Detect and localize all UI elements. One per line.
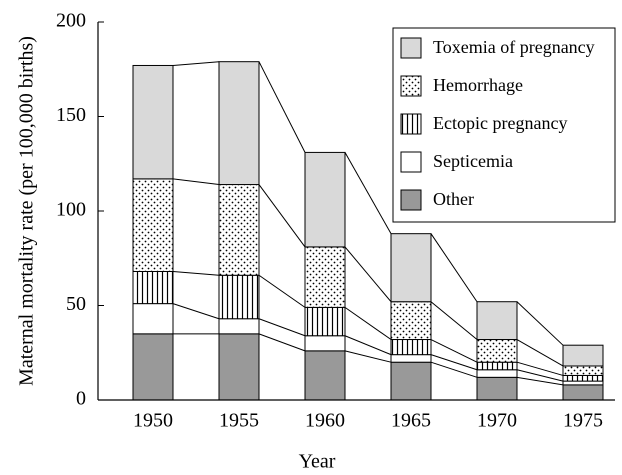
y-tick-label: 50 [66, 293, 86, 315]
connector [516, 361, 564, 376]
connector [172, 303, 220, 320]
connector [344, 335, 392, 356]
bar-segment [562, 380, 604, 386]
connector [258, 318, 306, 337]
connector [258, 184, 306, 248]
connector [172, 270, 220, 276]
y-tick-label: 100 [56, 199, 86, 221]
bar-segment [132, 270, 174, 305]
x-axis-label: Year [299, 451, 336, 473]
legend-label: Toxemia of pregnancy [433, 37, 595, 57]
y-tick-label: 150 [56, 104, 86, 126]
legend-swatch [400, 113, 422, 135]
bar-segment [390, 233, 432, 303]
bar-segment [476, 339, 518, 363]
legend-swatch [400, 189, 422, 211]
bar-segment [390, 339, 432, 356]
bar-segment [218, 184, 260, 276]
x-tick-label: 1950 [133, 410, 173, 432]
x-tick-label: 1960 [305, 410, 345, 432]
bar-segment [218, 318, 260, 335]
legend-swatch [400, 75, 422, 97]
bar-segment [304, 335, 346, 352]
bar-segment [132, 64, 174, 180]
connector [344, 350, 392, 363]
bar-segment [562, 344, 604, 367]
bar-segment [304, 306, 346, 337]
bar-segment [304, 246, 346, 308]
x-tick-label: 1970 [477, 410, 517, 432]
y-axis-label: Maternal mortality rate (per 100,000 bir… [16, 36, 38, 386]
bar-segment [390, 301, 432, 341]
bar-segment [304, 350, 346, 401]
x-tick-label: 1965 [391, 410, 431, 432]
connector [430, 354, 478, 371]
bar-segment [390, 361, 432, 401]
bar-segment [218, 333, 260, 401]
bar-segment [132, 333, 174, 401]
bar-segment [476, 301, 518, 341]
connector [516, 369, 564, 382]
bar-segment [562, 365, 604, 376]
x-tick-label: 1955 [219, 410, 259, 432]
connector [516, 376, 564, 386]
legend-box [392, 27, 616, 223]
bar-segment [390, 354, 432, 363]
connector [172, 61, 220, 66]
connector [430, 301, 478, 340]
connector [430, 233, 478, 303]
connector [344, 246, 392, 303]
legend-swatch [400, 151, 422, 173]
bar-segment [476, 361, 518, 371]
connector [258, 61, 306, 153]
bar-segment [562, 374, 604, 382]
bar-segment [562, 384, 604, 401]
connector [258, 274, 306, 308]
connector [172, 178, 220, 186]
legend-swatch [400, 37, 422, 59]
bar-segment [132, 303, 174, 335]
bar-segment [218, 61, 260, 186]
connector [344, 306, 392, 340]
bar-segment [132, 178, 174, 272]
legend-label: Ectopic pregnancy [433, 113, 567, 133]
bar-segment [304, 151, 346, 248]
legend-label: Septicemia [433, 151, 513, 171]
connector [344, 152, 392, 234]
legend-label: Other [433, 189, 474, 209]
x-tick-label: 1975 [563, 410, 603, 432]
bar-segment [476, 369, 518, 378]
bar-segment [476, 376, 518, 401]
connector [516, 339, 564, 367]
connector [516, 301, 564, 346]
y-tick-label: 0 [76, 388, 86, 410]
y-tick-label: 200 [56, 10, 86, 32]
bar-segment [218, 274, 260, 320]
connector [258, 333, 306, 352]
legend-label: Hemorrhage [433, 75, 523, 95]
connector [430, 361, 478, 378]
connector [430, 339, 478, 363]
